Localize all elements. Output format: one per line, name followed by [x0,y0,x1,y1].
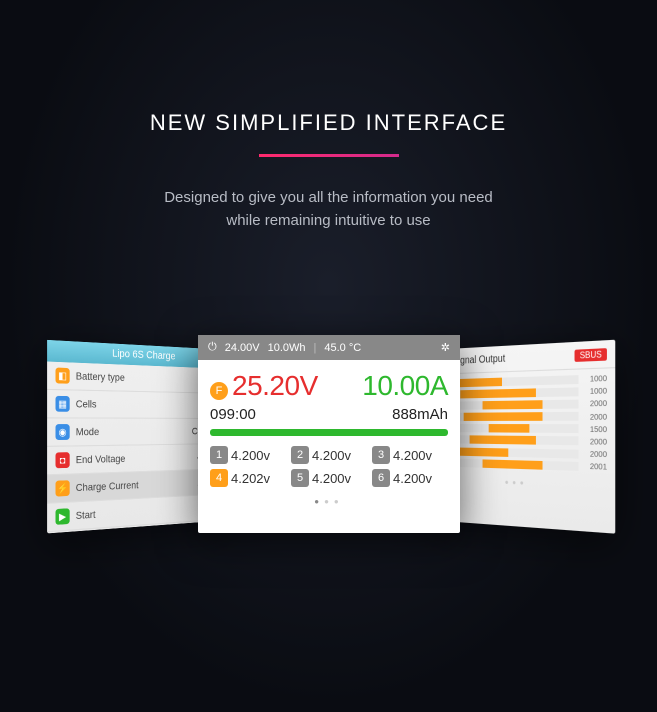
signal-row: 62000 [435,435,606,447]
page-title: NEW SIMPLIFIED INTERFACE [0,110,657,136]
signal-fill [457,377,502,387]
signal-value: 1500 [582,424,606,434]
title-underline [259,154,399,157]
signal-row: 32000 [435,398,606,410]
subtitle-line2: while remaining intuitive to use [226,212,430,229]
cell-readout: 14.200v [210,446,286,464]
signal-bar [445,412,578,421]
main-voltage: 25.20V [232,370,318,401]
signal-fill [464,412,543,421]
signal-row: 42000 [435,411,606,421]
cell-voltage: 4.200v [231,448,270,463]
main-voltage-group: F25.20V [210,370,318,402]
menu-item-icon: ◧ [55,368,69,384]
cell-voltage: 4.200v [312,448,351,463]
signal-bar [445,387,578,398]
signal-value: 2000 [582,398,606,408]
menu-item-icon: ▦ [55,396,69,412]
power-icon: ⏻ [208,341,217,354]
cell-number: 6 [372,469,390,487]
signal-fill [489,424,529,433]
cell-number: 3 [372,446,390,464]
menu-item-label: Battery type [76,370,202,386]
cell-voltage: 4.200v [393,471,432,486]
signal-value: 1000 [582,386,606,397]
elapsed-time: 099:00 [210,406,256,423]
energy-value: 10.0Wh [268,342,306,354]
signal-bar [445,399,578,409]
menu-item-icon: ⚡ [55,480,69,496]
signal-value: 2000 [582,449,606,460]
signal-value: 1000 [582,373,606,384]
signal-fill [483,459,543,469]
separator: | [314,342,317,354]
signal-bar [445,375,578,387]
menu-item-icon: ◉ [55,424,69,440]
page-header: NEW SIMPLIFIED INTERFACE Designed to giv… [0,0,657,232]
status-top-bar: ⏻ 24.00V 10.0Wh | 45.0 °C ✲ [198,335,460,360]
menu-item-icon: ◘ [55,452,69,468]
status-screen: ⏻ 24.00V 10.0Wh | 45.0 °C ✲ F25.20V 10.0… [198,335,460,533]
f-badge-icon: F [210,382,228,400]
status-body: F25.20V 10.00A 099:00 888mAh 14.200v24.2… [198,360,460,516]
signal-title: Signal Output [453,349,575,366]
signal-bar [445,436,578,446]
menu-item-label: End Voltage [76,451,197,466]
page-dots: ●●● [210,497,448,506]
signal-bar [445,424,578,433]
signal-fill [483,400,543,409]
signal-row: 51500 [435,424,606,434]
cell-voltage: 4.202v [231,471,270,486]
signal-fill [460,388,536,398]
cell-readout: 54.200v [291,469,367,487]
signal-fill [470,436,536,445]
cell-readout: 64.200v [372,469,448,487]
signal-value: 2001 [582,461,606,472]
cell-number: 5 [291,469,309,487]
signal-row: 82001 [435,457,606,472]
capacity-value: 888mAh [392,406,448,423]
menu-item-label: Mode [76,426,192,439]
page-subtitle: Designed to give you all the information… [0,187,657,232]
cell-number: 1 [210,446,228,464]
menu-item-label: Charge Current [76,477,197,494]
signal-row: 21000 [435,386,606,399]
input-voltage: 24.00V [225,342,260,354]
menu-item-icon: ▶ [55,508,69,525]
subtitle-line1: Designed to give you all the information… [164,189,493,206]
screens-container: Lipo 6S Charge ◧Battery typeLiPo›▦Cells6… [0,335,657,555]
cell-readout: 34.200v [372,446,448,464]
cell-voltage: 4.200v [312,471,351,486]
cell-voltage: 4.200v [393,448,432,463]
signal-value: 2000 [582,436,606,446]
time-capacity-row: 099:00 888mAh [210,406,448,423]
temperature-value: 45.0 °C [324,342,361,354]
main-readout-row: F25.20V 10.00A [210,370,448,402]
sbus-badge: SBUS [575,348,607,362]
signal-fill [457,447,508,456]
main-current: 10.00A [362,370,448,402]
signal-value: 2000 [582,411,606,421]
progress-bar [210,429,448,436]
cell-readout: 44.202v [210,469,286,487]
signal-bar [445,458,578,470]
signal-bar [445,447,578,458]
menu-item-label: Cells [76,398,209,411]
cell-grid: 14.200v24.200v34.200v44.202v54.200v64.20… [210,446,448,487]
menu-item-label: Start [76,501,218,522]
fan-icon: ✲ [441,341,450,354]
cell-readout: 24.200v [291,446,367,464]
cell-number: 4 [210,469,228,487]
cell-number: 2 [291,446,309,464]
